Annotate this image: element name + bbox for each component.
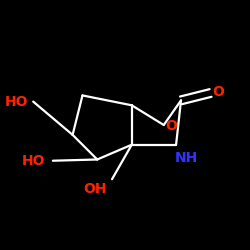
Text: NH: NH [175,151,198,165]
Text: OH: OH [84,182,107,196]
Text: O: O [165,119,177,133]
Text: HO: HO [22,154,46,168]
Text: HO: HO [5,94,28,108]
Text: O: O [212,85,224,99]
